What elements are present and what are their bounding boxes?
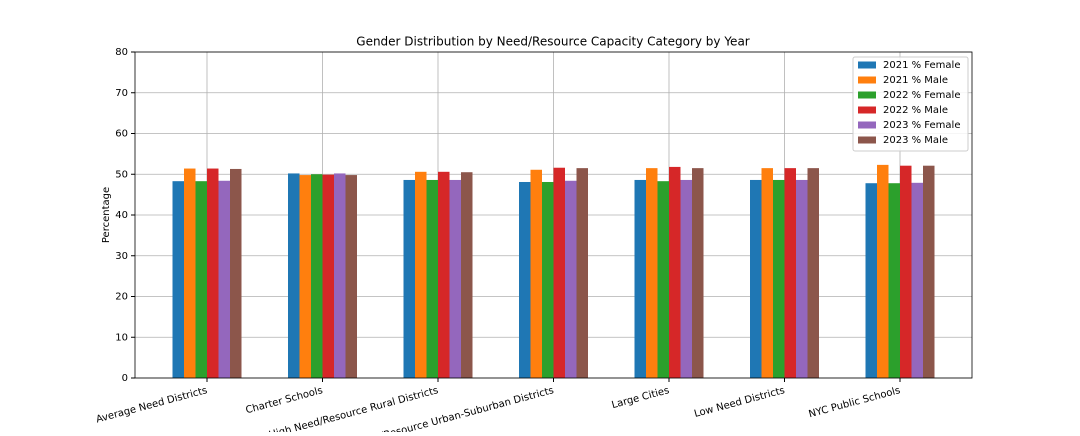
- legend-swatch: [858, 61, 876, 69]
- legend-swatch: [858, 136, 876, 144]
- bar: [761, 168, 773, 378]
- bar: [911, 182, 923, 378]
- bar: [923, 165, 935, 378]
- y-tick-label: 50: [115, 169, 128, 180]
- bar: [195, 181, 207, 378]
- bar: [322, 174, 334, 378]
- bar: [449, 179, 461, 378]
- bar: [657, 181, 669, 378]
- x-tick-label: NYC Public Schools: [808, 385, 902, 420]
- bar: [646, 168, 658, 378]
- bar: [796, 179, 808, 378]
- legend-label: 2021 % Female: [883, 60, 960, 71]
- bar: [865, 183, 877, 378]
- legend-swatch: [858, 91, 876, 99]
- bar: [403, 179, 415, 378]
- x-tick-label: Charter Schools: [245, 385, 324, 416]
- legend-label: 2023 % Female: [883, 120, 960, 131]
- bar: [784, 168, 796, 378]
- bar: [773, 179, 785, 378]
- legend-label: 2023 % Male: [883, 135, 948, 146]
- y-tick-label: 40: [115, 210, 128, 221]
- x-tick-label: Large Cities: [611, 385, 671, 411]
- chart-title: Gender Distribution by Need/Resource Cap…: [356, 35, 750, 49]
- legend-label: 2022 % Female: [883, 90, 960, 101]
- y-tick-label: 0: [122, 373, 128, 384]
- bar: [461, 172, 473, 378]
- bar: [288, 173, 300, 378]
- bar: [218, 180, 230, 378]
- bar: [888, 183, 900, 378]
- bar: [334, 173, 346, 378]
- x-tick-label: Average Need Districts: [95, 385, 209, 425]
- y-tick-label: 10: [115, 332, 128, 343]
- legend-frame: [852, 56, 969, 152]
- bar: [634, 179, 646, 378]
- bar: [345, 175, 357, 378]
- bar: [438, 171, 450, 378]
- bar: [669, 166, 681, 378]
- bar: [542, 181, 554, 378]
- y-tick-label: 60: [115, 129, 128, 140]
- bar: [680, 179, 692, 378]
- bar: [311, 174, 323, 378]
- legend-swatch: [858, 106, 876, 114]
- bar: [530, 169, 542, 378]
- y-tick-label: 80: [115, 47, 128, 58]
- bar: [519, 181, 531, 378]
- bar: [877, 164, 889, 378]
- bar: [750, 179, 762, 378]
- y-tick-label: 70: [115, 88, 128, 99]
- legend-label: 2022 % Male: [883, 105, 948, 116]
- bar: [299, 175, 311, 378]
- bar: [207, 168, 219, 378]
- legend-swatch: [858, 121, 876, 129]
- bar: [565, 180, 577, 378]
- bar: [692, 168, 704, 378]
- plot-frame: [134, 51, 973, 379]
- x-tick-label: Low Need Districts: [693, 385, 786, 420]
- y-tick-label: 30: [115, 251, 128, 262]
- bar: [230, 168, 242, 378]
- legend-label: 2021 % Male: [883, 75, 948, 86]
- legend: 2021 % Female 2021 % Male 2022 % Female 202…: [852, 56, 969, 152]
- bar: [184, 168, 196, 378]
- y-tick-label: 20: [115, 292, 128, 303]
- y-axis-label: Percentage: [101, 187, 112, 243]
- bar: [415, 171, 427, 378]
- bar: [172, 181, 184, 378]
- bar: [807, 168, 819, 378]
- legend-swatch: [858, 76, 876, 84]
- bar: [576, 168, 588, 378]
- bar: [900, 165, 912, 378]
- bar: [426, 179, 438, 378]
- bar: [553, 167, 565, 378]
